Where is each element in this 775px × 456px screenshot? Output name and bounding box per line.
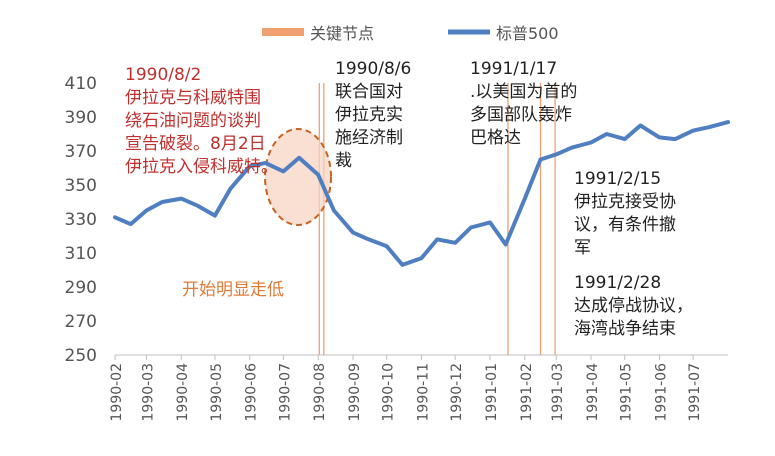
x-tick-label: 1991-07 bbox=[687, 363, 703, 422]
x-tick-label: 1990-09 bbox=[347, 363, 363, 422]
x-tick-label: 1990-07 bbox=[277, 363, 293, 422]
x-tick-label: 1990-06 bbox=[244, 363, 260, 422]
annotation-iraq-kuwait: 1990/8/2 伊拉克与科威特围 绕石油问题的谈判 宣告破裂。8月2日 伊拉克… bbox=[125, 65, 278, 177]
y-tick-label: 350 bbox=[65, 176, 97, 196]
y-tick-label: 390 bbox=[65, 108, 97, 128]
x-tick-label: 1990-12 bbox=[449, 363, 465, 422]
x-tick-label: 1991-06 bbox=[654, 363, 670, 422]
x-tick-label: 1991-02 bbox=[519, 363, 535, 422]
x-tick-label: 1991-04 bbox=[585, 363, 601, 422]
highlight-ellipse bbox=[264, 128, 332, 226]
x-tick-label: 1990-11 bbox=[416, 363, 432, 422]
y-tick-label: 310 bbox=[65, 244, 97, 264]
x-tick-label: 1991-03 bbox=[550, 363, 566, 422]
x-tick-label: 1990-04 bbox=[175, 363, 191, 422]
x-tick-label: 1990-03 bbox=[140, 363, 156, 422]
legend-key-nodes-swatch bbox=[262, 28, 304, 36]
y-tick-label: 410 bbox=[65, 74, 97, 94]
y-tick-label: 370 bbox=[65, 142, 97, 162]
annotation-un-sanctions: 1990/8/6 联合国对 伊拉克实 施经济制 裁 bbox=[335, 59, 412, 171]
annotation-iraq-accepts: 1991/2/15 伊拉克接受协 议，有条件撤 军 bbox=[574, 169, 676, 258]
x-tick-label: 1991-05 bbox=[619, 363, 635, 422]
y-tick-label: 270 bbox=[65, 312, 97, 332]
x-tick-label: 1990-02 bbox=[109, 363, 125, 422]
y-tick-label: 330 bbox=[65, 210, 97, 230]
annotation-decline-start: 开始明显走低 bbox=[182, 280, 284, 300]
sp500-line bbox=[113, 120, 730, 267]
x-tick-label: 1990-10 bbox=[381, 363, 397, 422]
y-tick-label: 250 bbox=[65, 346, 97, 366]
x-tick-label: 1991-01 bbox=[484, 363, 500, 422]
legend-key-nodes-label: 关键节点 bbox=[310, 24, 375, 43]
y-tick-label: 290 bbox=[65, 278, 97, 298]
x-tick-label: 1990-05 bbox=[209, 363, 225, 422]
annotation-ceasefire: 1991/2/28 达成停战协议， 海湾战争结束 bbox=[574, 273, 693, 339]
legend-sp500-label: 标普500 bbox=[496, 24, 559, 43]
annotation-bombing-baghdad: 1991/1/17 .以美国为首的 多国部队轰炸 巴格达 bbox=[470, 59, 578, 148]
x-tick-label: 1990-08 bbox=[312, 363, 328, 422]
